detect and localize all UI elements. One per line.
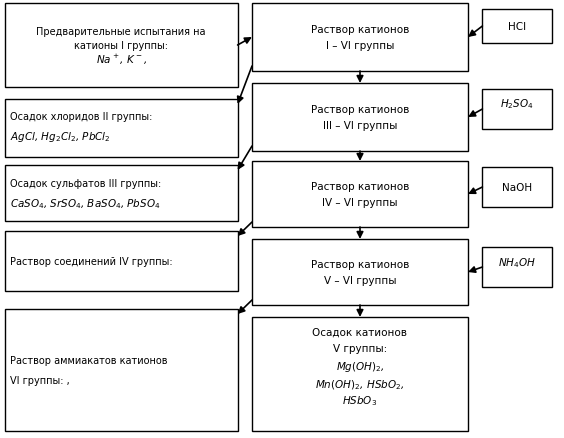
Text: Раствор катионов: Раствор катионов bbox=[311, 259, 409, 269]
Bar bbox=[252, 4, 468, 72]
Bar bbox=[252, 84, 468, 152]
Bar bbox=[482, 168, 552, 208]
Text: Предварительные испытания на: Предварительные испытания на bbox=[37, 27, 206, 37]
Bar bbox=[5, 166, 237, 222]
Text: III – VI группы: III – VI группы bbox=[323, 121, 397, 131]
Text: $Mn(OH)_2$, $HSbO_2$,: $Mn(OH)_2$, $HSbO_2$, bbox=[315, 378, 404, 391]
Text: Раствор катионов: Раствор катионов bbox=[311, 182, 409, 191]
Bar bbox=[252, 317, 468, 431]
Text: Осадок катионов: Осадок катионов bbox=[312, 327, 408, 337]
Bar bbox=[5, 231, 237, 291]
Text: катионы I группы:: катионы I группы: bbox=[74, 41, 168, 51]
Text: Раствор катионов: Раствор катионов bbox=[311, 25, 409, 35]
Text: $HSbO_3$: $HSbO_3$ bbox=[342, 393, 378, 407]
Bar bbox=[482, 10, 552, 44]
Bar bbox=[5, 100, 237, 158]
Bar bbox=[252, 240, 468, 305]
Bar bbox=[482, 247, 552, 287]
Text: HCl: HCl bbox=[508, 22, 526, 32]
Text: Осадок сульфатов III группы:: Осадок сульфатов III группы: bbox=[10, 179, 161, 189]
Bar bbox=[5, 309, 237, 431]
Text: $CaSO_4$, $SrSO_4$, $BaSO_4$, $PbSO_4$: $CaSO_4$, $SrSO_4$, $BaSO_4$, $PbSO_4$ bbox=[10, 197, 160, 210]
Text: IV – VI группы: IV – VI группы bbox=[322, 198, 398, 208]
Text: NaOH: NaOH bbox=[502, 183, 532, 193]
Text: V – VI группы: V – VI группы bbox=[324, 276, 396, 285]
Text: V группы:: V группы: bbox=[333, 343, 387, 353]
Text: VI группы: ,: VI группы: , bbox=[10, 375, 69, 385]
Text: Раствор катионов: Раствор катионов bbox=[311, 105, 409, 115]
Text: I – VI группы: I – VI группы bbox=[326, 41, 394, 51]
Text: $Na^+$, $K^-$,: $Na^+$, $K^-$, bbox=[95, 53, 147, 67]
Bar bbox=[252, 162, 468, 227]
Text: Раствор аммиакатов катионов: Раствор аммиакатов катионов bbox=[10, 355, 167, 365]
Text: $AgCl$, $Hg_2Cl_2$, $PbCl_2$: $AgCl$, $Hg_2Cl_2$, $PbCl_2$ bbox=[10, 130, 111, 144]
Text: $Mg(OH)_2$,: $Mg(OH)_2$, bbox=[336, 359, 384, 373]
Bar bbox=[482, 90, 552, 130]
Bar bbox=[5, 4, 237, 88]
Text: $H_2SO_4$: $H_2SO_4$ bbox=[500, 97, 534, 111]
Text: Раствор соединений IV группы:: Раствор соединений IV группы: bbox=[10, 256, 172, 266]
Text: $NH_4OH$: $NH_4OH$ bbox=[498, 255, 536, 269]
Text: Осадок хлоридов II группы:: Осадок хлоридов II группы: bbox=[10, 112, 152, 122]
